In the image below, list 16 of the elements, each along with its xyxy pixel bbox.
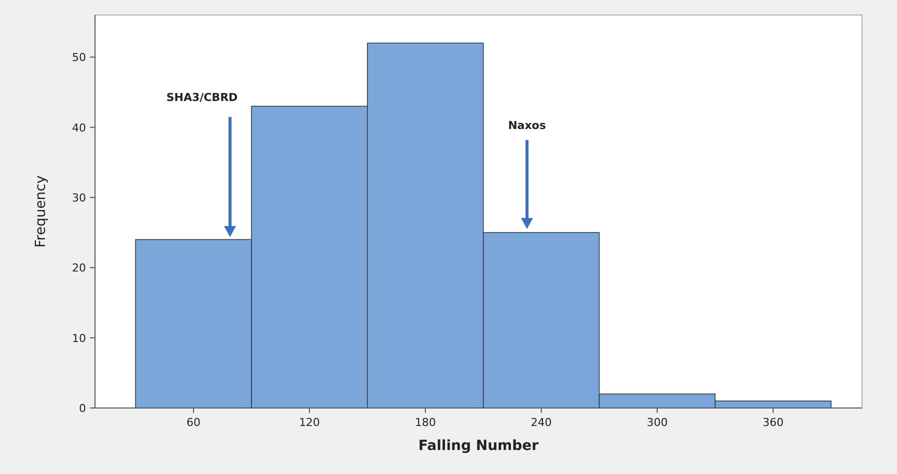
y-tick-label: 20: [72, 262, 86, 275]
x-tick-label: 180: [414, 416, 436, 429]
x-tick-label: 300: [646, 416, 668, 429]
x-tick-label: 360: [762, 416, 784, 429]
annotation: SHA3/CBRD: [166, 91, 238, 104]
y-tick-label: 30: [72, 191, 86, 204]
x-tick-label: 120: [298, 416, 320, 429]
x-tick-label: 60: [186, 416, 201, 429]
y-tick-label: 40: [72, 121, 86, 134]
x-tick-label: 240: [530, 416, 552, 429]
x-axis-title: Falling Number: [418, 438, 539, 454]
y-tick-label: 0: [79, 402, 86, 415]
y-tick-label: 50: [72, 51, 86, 64]
y-tick-label: 10: [72, 332, 86, 345]
y-axis-title: Frequency: [33, 175, 49, 248]
annotation: Naxos: [508, 119, 546, 132]
